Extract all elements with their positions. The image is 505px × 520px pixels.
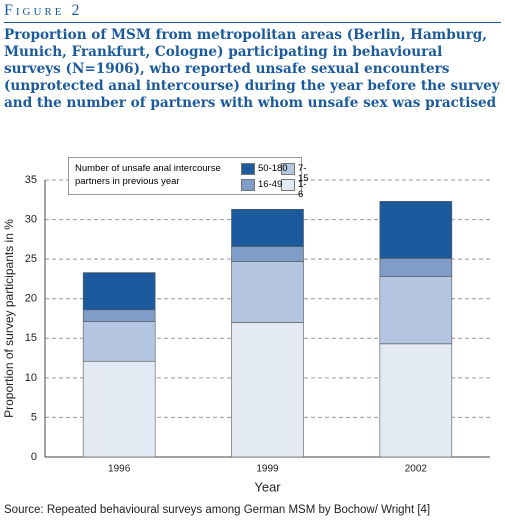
y-tick-label: 30 <box>25 213 37 225</box>
source: Source: Repeated behavioural surveys amo… <box>4 504 430 516</box>
bar-segment <box>379 343 453 458</box>
legend-swatch <box>281 163 295 175</box>
y-tick-label: 25 <box>25 253 37 265</box>
y-tick-label: 5 <box>31 411 37 423</box>
legend-label: 1-6 <box>298 179 307 200</box>
legend-label: 50-180 <box>258 163 288 174</box>
bar-segment <box>82 309 156 322</box>
y-tick-label: 15 <box>25 332 37 344</box>
legend-swatch <box>241 163 255 175</box>
legend-title: Number of unsafe anal intercourse partne… <box>75 163 221 187</box>
x-tick-label: 2002 <box>405 464 428 475</box>
y-tick-label: 35 <box>25 174 37 186</box>
x-tick-label: 1999 <box>256 464 279 475</box>
bar-segment <box>379 276 453 345</box>
y-axis-label: Proportion of survey participants in % <box>2 219 16 418</box>
bar-segment <box>82 360 156 458</box>
bar-segment <box>231 261 304 323</box>
legend-swatch <box>241 179 255 191</box>
legend-label: 16-49 <box>258 179 283 190</box>
bar-segment <box>231 246 304 262</box>
figure-label: Figure 2 <box>4 2 501 23</box>
y-tick-label: 10 <box>25 372 37 384</box>
bar-segment <box>82 272 156 311</box>
bar-segment <box>379 258 453 277</box>
legend-label: 7-15 <box>298 163 309 184</box>
legend: Number of unsafe anal intercourse partne… <box>68 157 309 200</box>
x-axis-label: Year <box>254 479 281 494</box>
y-tick-label: 20 <box>25 293 37 305</box>
bar-segment <box>231 322 304 458</box>
x-tick-label: 1996 <box>108 464 131 475</box>
bar-segment <box>379 201 453 259</box>
y-tick-label: 0 <box>31 451 37 463</box>
chart-title: Proportion of MSM from metropolitan area… <box>4 27 500 111</box>
bar-segment <box>82 321 156 362</box>
legend-swatch <box>281 179 295 191</box>
bar-segment <box>231 208 304 247</box>
